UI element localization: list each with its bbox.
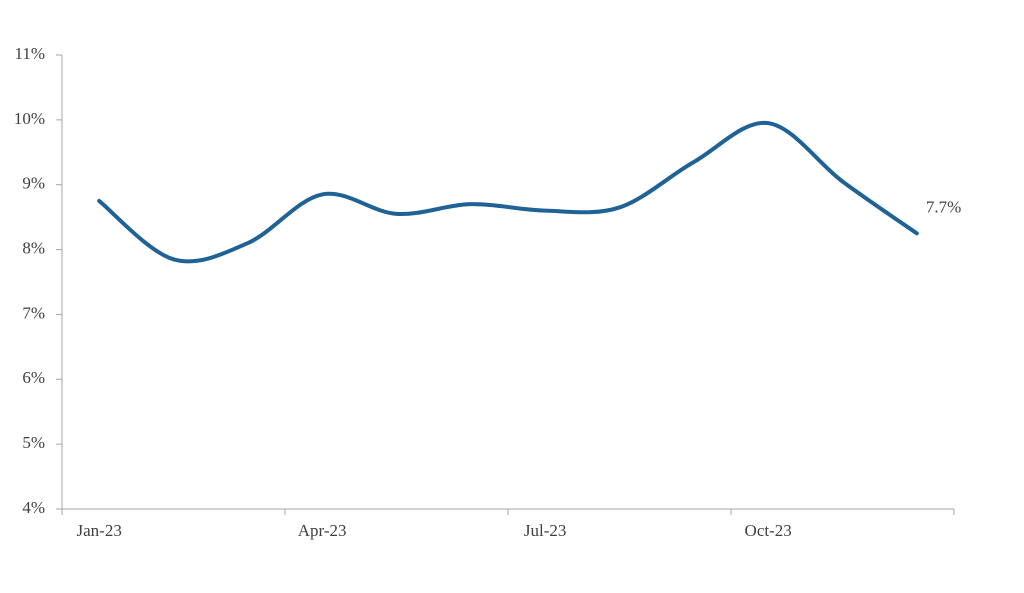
y-tick-label: 11% [14,44,45,63]
y-tick-label: 7% [22,303,45,322]
x-tick-label: Jul-23 [524,521,567,540]
x-tick-label: Jan-23 [77,521,122,540]
annotation: 7.7% [926,197,961,216]
series-line [97,121,919,264]
y-tick-label: 8% [22,238,45,257]
y-tick-label: 6% [22,368,45,387]
x-tick-label: Apr-23 [298,521,347,540]
x-tick-label: Oct-23 [745,521,792,540]
y-tick-label: 10% [14,109,45,128]
y-tick-label: 9% [22,174,45,193]
y-tick-label: 5% [22,433,45,452]
y-tick-label: 4% [22,498,45,517]
